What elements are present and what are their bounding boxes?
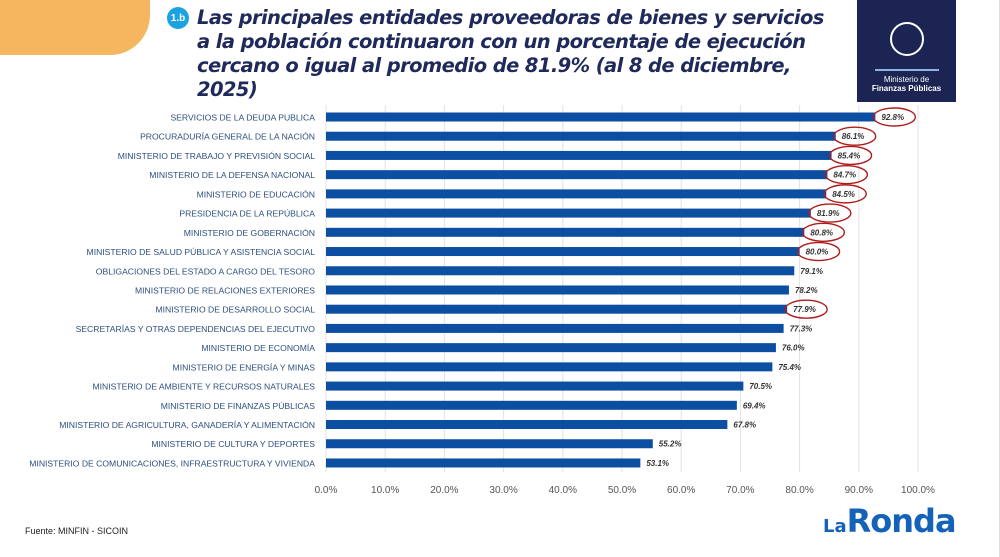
bar (326, 458, 641, 468)
data-label: 70.5% (749, 382, 772, 391)
category-label: MINISTERIO DE AGRICULTURA, GANADERÍA Y A… (59, 420, 315, 430)
category-label: MINISTERIO DE EDUCACIÓN (197, 189, 315, 199)
data-label: 77.9% (793, 305, 816, 314)
bar (326, 131, 836, 141)
category-label: MINISTERIO DE SALUD PÚBLICA Y ASISTENCIA… (87, 247, 316, 257)
source-note: Fuente: MINFIN - SICOIN (25, 526, 129, 536)
brand-la: La (823, 516, 847, 537)
x-tick-label: 100.0% (901, 485, 935, 496)
highlight-circle (872, 107, 917, 127)
x-tick-label: 30.0% (489, 485, 517, 496)
data-label: 84.7% (833, 171, 856, 180)
data-label: 67.8% (733, 421, 756, 430)
data-label: 78.2% (795, 286, 818, 295)
category-label: MINISTERIO DE RELACIONES EXTERIORES (135, 285, 315, 295)
bar (326, 420, 728, 430)
category-label: MINISTERIO DE ECONOMÍA (201, 343, 315, 353)
x-tick-label: 0.0% (315, 485, 338, 496)
bar (326, 208, 811, 218)
data-label: 76.0% (782, 344, 805, 353)
page-title: Las principales entidades proveedoras de… (197, 6, 824, 101)
data-label: 69.4% (743, 401, 766, 410)
category-label: MINISTERIO DE ENERGÍA Y MINAS (173, 362, 316, 372)
category-label: MINISTERIO DE TRABAJO Y PREVISIÓN SOCIAL (118, 151, 315, 161)
data-label: 80.0% (806, 248, 829, 257)
category-label: MINISTERIO DE GOBERNACIÓN (184, 228, 315, 238)
data-label: 79.1% (800, 267, 823, 276)
ministry-logo: Ministerio de Finanzas Públicas (857, 0, 956, 102)
x-tick-label: 70.0% (726, 485, 754, 496)
highlight-circle (784, 299, 828, 319)
category-label: MINISTERIO DE LA DEFENSA NACIONAL (149, 170, 315, 180)
data-label: 92.8% (881, 113, 904, 122)
bar (326, 189, 827, 199)
bar (326, 439, 653, 449)
logo-line-1: Ministerio de (883, 75, 930, 84)
x-tick-label: 90.0% (845, 485, 873, 496)
bar (326, 400, 737, 410)
category-label: MINISTERIO DE FINANZAS PÚBLICAS (161, 401, 316, 411)
bar (326, 112, 876, 122)
category-label: MINISTERIO DE COMUNICACIONES, INFRAESTRU… (29, 458, 315, 468)
data-label: 77.3% (790, 324, 813, 333)
category-label: PRESIDENCIA DE LA REPÚBLICA (179, 209, 315, 219)
data-label: 75.4% (778, 363, 801, 372)
x-tick-label: 20.0% (430, 485, 458, 496)
category-label: MINISTERIO DE CULTURA Y DEPORTES (151, 439, 315, 449)
category-label: OBLIGACIONES DEL ESTADO A CARGO DEL TESO… (96, 266, 316, 276)
brand-ronda: Ronda (846, 502, 957, 540)
x-tick-label: 40.0% (549, 485, 577, 496)
category-label: PROCURADURÍA GENERAL DE LA NACIÓN (140, 132, 315, 142)
highlight-circle (801, 222, 846, 243)
bar (326, 285, 789, 295)
bar (326, 247, 800, 257)
category-label: MINISTERIO DE AMBIENTE Y RECURSOS NATURA… (92, 382, 315, 392)
la-ronda-logo: LaRonda (823, 502, 957, 540)
highlight-circle (824, 164, 869, 185)
logo-line-2: Finanzas Públicas (871, 84, 942, 93)
category-label: SECRETARÍAS Y OTRAS DEPENDENCIAS DEL EJE… (76, 324, 316, 334)
x-tick-label: 60.0% (667, 485, 695, 496)
x-tick-label: 50.0% (608, 485, 636, 496)
highlight-circle (828, 145, 873, 166)
bar (326, 170, 828, 180)
bar (326, 362, 773, 372)
data-label: 81.9% (817, 209, 840, 218)
x-tick-label: 10.0% (371, 485, 399, 496)
highlight-circle (796, 241, 841, 262)
bar (326, 323, 784, 333)
data-label: 85.4% (838, 151, 861, 160)
category-label: SERVICIOS DE LA DEUDA PUBLICA (170, 113, 315, 123)
bar (326, 343, 776, 353)
data-label: 55.2% (659, 440, 682, 449)
data-label: 86.1% (842, 132, 865, 141)
bar (326, 266, 795, 276)
highlight-circle (833, 126, 877, 146)
decorative-orange-shape (0, 0, 150, 55)
coat-of-arms-icon (889, 22, 924, 56)
highlight-circle (823, 184, 867, 204)
bar (326, 304, 788, 314)
x-tick-label: 80.0% (785, 485, 813, 496)
logo-divider (874, 69, 939, 71)
bar (326, 381, 744, 391)
data-label: 84.5% (832, 190, 855, 199)
category-label: MINISTERIO DE DESARROLLO SOCIAL (156, 305, 316, 315)
bar-chart: 0.0% 10.0% 20.0% 30.0% 40.0% 50.0% 60.0% 70.0% 8… (29, 105, 935, 496)
bar (326, 227, 805, 237)
data-label: 80.8% (810, 228, 833, 237)
section-badge: 1.b (167, 7, 189, 29)
bar (326, 150, 832, 160)
data-label: 53.1% (646, 459, 669, 468)
highlight-circle (808, 203, 852, 223)
